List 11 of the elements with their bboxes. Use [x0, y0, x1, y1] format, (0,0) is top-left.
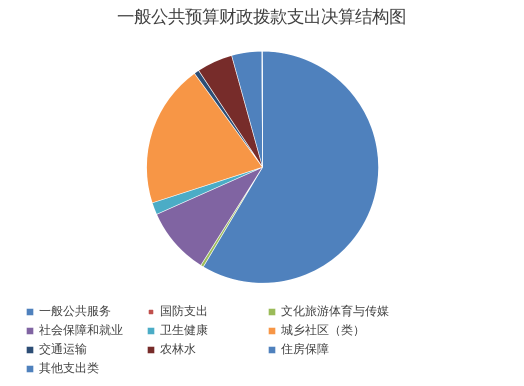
legend-label: 国防支出	[160, 303, 209, 320]
legend-label: 其他支出类	[39, 360, 100, 377]
legend-label: 一般公共服务	[39, 303, 112, 320]
chart-title: 一般公共预算财政拨款支出决算结构图	[117, 8, 406, 28]
legend-label: 农林水	[160, 341, 197, 358]
legend-label: 社会保障和就业	[39, 322, 124, 339]
legend-label: 文化旅游体育与传媒	[281, 303, 389, 320]
legend-label: 交通运输	[39, 341, 88, 358]
legend-label: 卫生健康	[160, 322, 209, 339]
legend-label: 住房保障	[281, 341, 330, 358]
legend-label: 城乡社区（类）	[281, 322, 366, 339]
